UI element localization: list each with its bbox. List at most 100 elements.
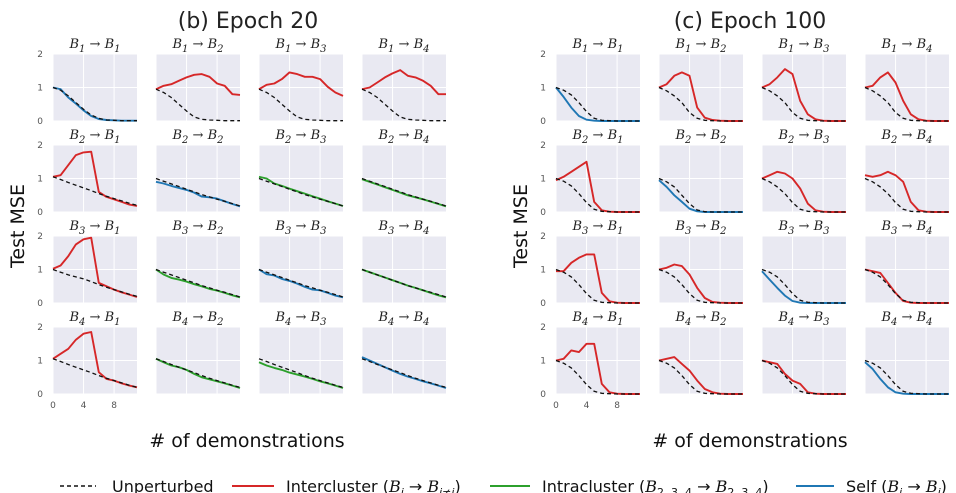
subplot-title: B4 → B3 xyxy=(274,310,326,328)
series-line-inter xyxy=(155,73,241,96)
y-tick-label: 1 xyxy=(540,84,546,94)
subplot-title: B4 → B4 xyxy=(880,310,932,328)
series-line-inter xyxy=(658,356,743,395)
subplot-title: B1 → B4 xyxy=(880,37,932,55)
subplot-title: B3 → B3 xyxy=(777,219,829,237)
series-line-unperturbed xyxy=(155,88,240,122)
series-line-unperturbed xyxy=(52,358,138,388)
subplot-b4-to-b3: B4 → B3 xyxy=(258,310,344,395)
series-line-unperturbed xyxy=(361,268,447,298)
y-tick-label: 1 xyxy=(540,357,546,367)
y-tick-label: 2 xyxy=(540,50,546,60)
subplot-b2-to-b2: B2 → B2 xyxy=(155,128,241,213)
series-line-unperturbed xyxy=(658,359,743,395)
y-tick-label: 2 xyxy=(540,232,546,242)
y-tick-label: 0 xyxy=(540,390,546,400)
y-tick-label: 2 xyxy=(37,141,43,151)
subplot-b1-to-b3: B1 → B3 xyxy=(761,37,846,122)
subplot-title: B4 → B3 xyxy=(777,310,829,328)
subplot-title: B3 → B2 xyxy=(674,219,726,237)
series-line-intra xyxy=(155,357,241,389)
subplot-title: B1 → B3 xyxy=(274,37,326,55)
series-line-unperturbed xyxy=(761,86,846,122)
y-tick-label: 0 xyxy=(37,117,43,127)
series-line-unperturbed xyxy=(258,268,344,298)
series-line-unperturbed xyxy=(555,177,640,213)
x-axis-label: # of demonstrations xyxy=(652,430,847,452)
series-line-inter xyxy=(555,160,640,213)
legend: Unperturbed Intercluster (Bi → Bi≠i) Int… xyxy=(60,477,947,493)
subplot-b2-to-b1: B2 → B1 0 1 2 xyxy=(540,128,640,218)
subplot-title: B3 → B3 xyxy=(274,219,326,237)
series-line-unperturbed xyxy=(555,268,640,304)
subplot-b2-to-b3: B2 → B3 xyxy=(258,128,344,213)
series-line-self xyxy=(555,86,640,122)
series-line-self xyxy=(658,179,743,213)
subplot-b2-to-b2: B2 → B2 xyxy=(658,128,743,213)
series-line-inter xyxy=(864,170,949,213)
y-tick-label: 2 xyxy=(540,323,546,333)
series-line-unperturbed xyxy=(361,88,446,122)
subplot-title: B2 → B2 xyxy=(171,128,223,146)
subplot-title: B4 → B1 xyxy=(68,310,120,328)
subplot-title: B4 → B4 xyxy=(377,310,429,328)
y-tick-label: 1 xyxy=(540,266,546,276)
series-line-unperturbed xyxy=(155,177,241,207)
subplot-b1-to-b4: B1 → B4 xyxy=(864,37,949,122)
series-line-unperturbed xyxy=(658,86,743,122)
subplot-b3-to-b3: B3 → B3 xyxy=(761,219,846,304)
series-line-unperturbed xyxy=(258,358,344,388)
series-line-inter xyxy=(52,331,138,389)
y-tick-label: 1 xyxy=(37,357,43,367)
subplot-b4-to-b2: B4 → B2 xyxy=(155,310,241,395)
series-line-intra xyxy=(258,361,344,389)
subplot-b2-to-b3: B2 → B3 xyxy=(761,128,846,213)
series-line-inter xyxy=(555,342,640,395)
series-line-unperturbed xyxy=(52,86,137,122)
series-line-inter xyxy=(761,359,846,395)
series-line-unperturbed xyxy=(761,268,846,304)
y-tick-label: 2 xyxy=(540,141,546,151)
series-line-unperturbed xyxy=(555,86,640,122)
series-line-inter xyxy=(864,71,949,122)
subplot-b2-to-b4: B2 → B4 xyxy=(361,128,447,213)
x-tick-label: 0 xyxy=(50,401,56,411)
subplot-b1-to-b4: B1 → B4 xyxy=(361,37,446,122)
series-line-inter xyxy=(52,150,138,207)
subplot-title: B2 → B2 xyxy=(674,128,726,146)
figure-groups: (b) Epoch 20 Test MSE # of demonstrations B… xyxy=(7,9,949,452)
y-tick-label: 0 xyxy=(540,208,546,218)
subplot-title: B1 → B1 xyxy=(571,37,623,55)
subplot-b1-to-b1: B1 → B1 0 1 2 xyxy=(540,37,640,127)
legend-label-intracluster: Intracluster (B2, 3, 4 → B2, 3, 4) xyxy=(542,477,769,493)
y-tick-label: 0 xyxy=(540,117,546,127)
subplot-title: B2 → B1 xyxy=(571,128,623,146)
subplot-b4-to-b2: B4 → B2 xyxy=(658,310,743,395)
series-line-self xyxy=(761,270,846,304)
subplot-b2-to-b1: B2 → B1 0 1 2 xyxy=(37,128,138,218)
subplot-b2-to-b4: B2 → B4 xyxy=(864,128,949,213)
series-line-self xyxy=(864,361,949,395)
subplot-title: B1 → B1 xyxy=(68,37,120,55)
x-tick-label: 0 xyxy=(553,401,559,411)
subplot-b1-to-b3: B1 → B3 xyxy=(258,37,344,122)
subplot-title: B1 → B4 xyxy=(377,37,429,55)
series-line-unperturbed xyxy=(155,358,241,388)
subplot-title: B1 → B2 xyxy=(171,37,223,55)
subplot-b3-to-b2: B3 → B2 xyxy=(658,219,743,304)
subplot-title: B3 → B2 xyxy=(171,219,223,237)
subplot-b3-to-b3: B3 → B3 xyxy=(258,219,344,304)
series-line-unperturbed xyxy=(155,268,241,298)
subplot-b1-to-b1: B1 → B1 0 1 2 xyxy=(37,37,137,127)
legend-label-self: Self (Bi → Bi) xyxy=(846,477,947,493)
series-line-unperturbed xyxy=(361,358,447,388)
subplot-title: B1 → B3 xyxy=(777,37,829,55)
series-line-unperturbed xyxy=(658,177,743,213)
subfigure-epoch-20: (b) Epoch 20 Test MSE # of demonstrations B… xyxy=(7,9,447,452)
series-line-unperturbed xyxy=(258,177,344,207)
series-line-unperturbed xyxy=(555,359,640,395)
subplot-b3-to-b4: B3 → B4 xyxy=(361,219,447,304)
x-tick-label: 8 xyxy=(111,401,117,411)
series-line-unperturbed xyxy=(864,86,949,122)
subplot-b4-to-b4: B4 → B4 xyxy=(864,310,949,395)
